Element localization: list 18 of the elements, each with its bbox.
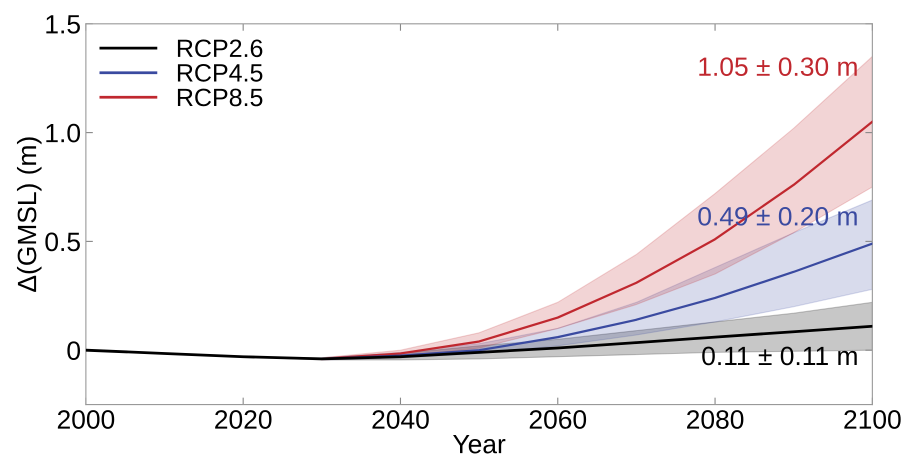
y-tick-label: 0.5 — [45, 232, 80, 252]
y-tick-label: 1.0 — [46, 124, 80, 142]
x-tick-label: 2000 — [58, 410, 114, 429]
legend-label: RCP2.6 — [178, 39, 262, 58]
annotation: 0.49 ± 0.20 m — [698, 206, 857, 226]
x-tick-label: 2040 — [372, 410, 429, 429]
y-tick-label: 1.5 — [46, 15, 80, 34]
y-tick-label: 0 — [67, 341, 80, 360]
legend-label: RCP8.5 — [178, 88, 262, 106]
x-tick-label: 2020 — [215, 410, 272, 429]
y-axis-title: Δ(GMSL) (m) — [16, 137, 42, 292]
legend-label: RCP4.5 — [178, 64, 262, 82]
x-axis-title: Year — [453, 435, 506, 454]
annotation: 0.11 ± 0.11 m — [702, 346, 857, 366]
x-tick-label: 2080 — [687, 410, 744, 429]
annotation: 1.05 ± 0.30 m — [699, 57, 857, 76]
x-tick-label: 2100 — [844, 410, 901, 429]
x-tick-label: 2060 — [530, 410, 586, 429]
